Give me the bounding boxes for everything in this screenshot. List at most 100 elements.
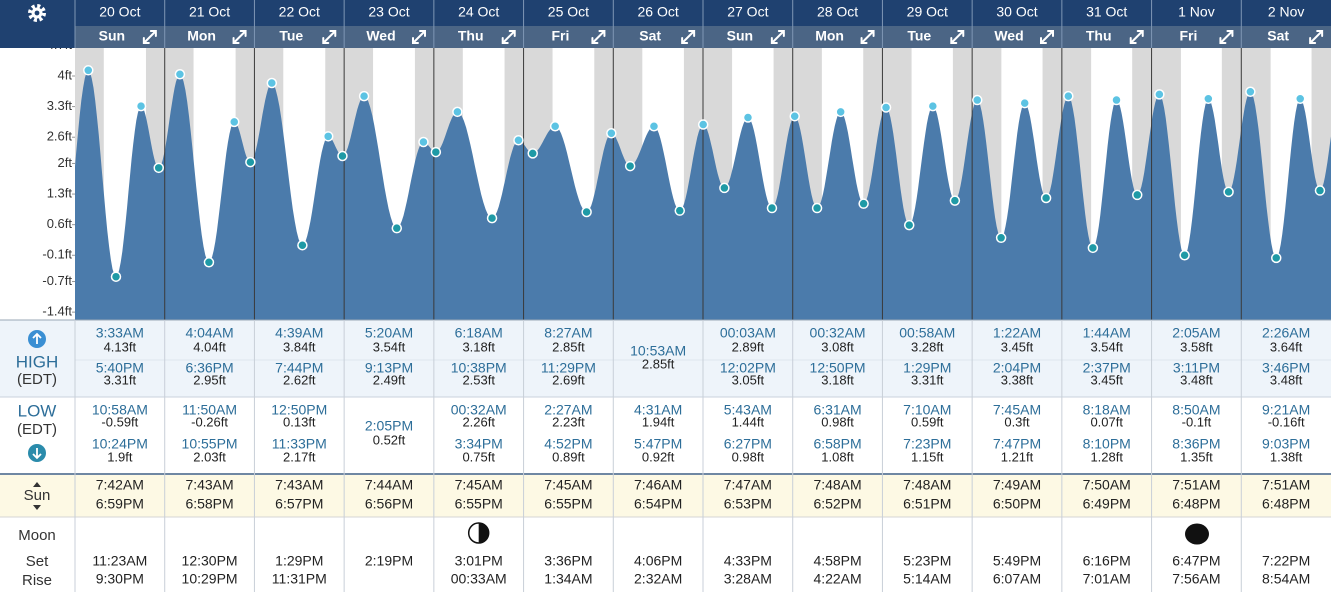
- low-time: 8:10PM: [1083, 436, 1131, 452]
- low-time: 10:58AM: [92, 402, 148, 418]
- low-time: 7:10AM: [903, 402, 951, 418]
- low-tide-dot: [1179, 250, 1190, 261]
- expand-button[interactable]: [1129, 30, 1144, 44]
- high-tide-dot: [1111, 94, 1122, 106]
- sunrise: 7:45AM: [544, 477, 592, 493]
- sunset: 6:54PM: [634, 496, 682, 512]
- high-height: 3.54ft: [373, 339, 406, 354]
- low-time: 7:47PM: [993, 436, 1041, 452]
- weekday-label: Sat: [1267, 28, 1289, 44]
- expand-button[interactable]: [1219, 30, 1234, 44]
- sun-label: Sun: [24, 487, 51, 504]
- expand-button[interactable]: [232, 30, 247, 44]
- low-height: 1.38ft: [1270, 449, 1303, 464]
- moonrise: 9:30PM: [96, 571, 144, 587]
- low-tide-dot: [858, 198, 869, 209]
- y-tick-label: 3.3ft: [47, 98, 73, 113]
- moonset: 2:19PM: [365, 553, 413, 569]
- low-time: 8:18AM: [1083, 402, 1131, 418]
- axis-bg: [0, 48, 75, 320]
- sunset: 6:53PM: [724, 496, 772, 512]
- high-height: 2.85ft: [552, 339, 585, 354]
- high-height: 3.58ft: [1180, 339, 1213, 354]
- low-height: 1.15ft: [911, 449, 944, 464]
- low-time: 00:32AM: [451, 402, 507, 418]
- expand-button[interactable]: [322, 30, 337, 44]
- high-height: 2.49ft: [373, 372, 406, 387]
- low-height: 2.03ft: [193, 449, 226, 464]
- high-time: 4:39AM: [275, 325, 323, 341]
- high-height: 3.05ft: [732, 372, 765, 387]
- high-time: 6:18AM: [455, 325, 503, 341]
- low-tide-dot: [1040, 192, 1052, 204]
- sunset: 6:58PM: [185, 496, 233, 512]
- expand-button[interactable]: [591, 30, 606, 44]
- high-tide-dot: [880, 102, 892, 113]
- high-tide-dot: [972, 94, 983, 106]
- high-tz: (EDT): [17, 371, 57, 388]
- sunrise: 7:51AM: [1172, 477, 1220, 493]
- high-time: 3:11PM: [1173, 360, 1220, 376]
- expand-button[interactable]: [501, 30, 516, 44]
- expand-button[interactable]: [1040, 30, 1054, 44]
- low-tide-dot: [1314, 185, 1326, 196]
- moonrise: 1:34AM: [544, 571, 592, 587]
- low-time: 5:47PM: [634, 436, 682, 452]
- low-tide-dot: [486, 212, 498, 224]
- date-label: 22 Oct: [279, 4, 320, 20]
- high-height: 2.53ft: [462, 372, 495, 387]
- high-height: 2.95ft: [193, 372, 226, 387]
- high-time: 1:22AM: [993, 325, 1041, 341]
- low-time: 6:58PM: [813, 436, 861, 452]
- sunrise: 7:49AM: [993, 477, 1041, 493]
- moonrise-label: Rise: [22, 572, 52, 589]
- expand-button[interactable]: [950, 30, 965, 44]
- expand-button[interactable]: [412, 30, 426, 44]
- y-tick-label: 1.3ft: [47, 185, 73, 200]
- high-row-bg: [0, 320, 1331, 397]
- high-time: 3:46PM: [1262, 360, 1310, 376]
- low-height: 1.21ft: [1001, 449, 1034, 464]
- sunset: 6:51PM: [903, 496, 951, 512]
- high-tide-dot: [513, 135, 524, 146]
- moonrise: 8:54AM: [1262, 571, 1310, 587]
- low-time: 10:24PM: [92, 436, 148, 452]
- y-tick-label: -1.4ft: [42, 304, 72, 319]
- expand-button[interactable]: [142, 30, 157, 44]
- sunrise: 7:48AM: [903, 477, 951, 493]
- low-icon-arrow: [32, 448, 42, 460]
- high-time: 12:02PM: [720, 360, 776, 376]
- high-height: 3.31ft: [104, 372, 137, 387]
- high-time: 00:58AM: [899, 325, 955, 341]
- date-label: 25 Oct: [548, 4, 589, 20]
- low-height: 2.26ft: [462, 414, 495, 429]
- date-label: 27 Oct: [727, 4, 768, 20]
- expand-button[interactable]: [681, 30, 696, 44]
- low-tide-dot: [1270, 252, 1282, 264]
- gear-teeth: [28, 4, 46, 22]
- expand-button[interactable]: [860, 30, 875, 44]
- sunset: 6:48PM: [1262, 496, 1310, 512]
- y-tick-label: 2ft: [58, 155, 73, 170]
- high-label: HIGH: [16, 352, 59, 371]
- weekday-label: Thu: [1086, 28, 1112, 44]
- expand-button[interactable]: [770, 30, 785, 44]
- expand-button[interactable]: [1309, 30, 1324, 44]
- weekday-label: Tue: [907, 28, 931, 44]
- date-label: 31 Oct: [1086, 4, 1127, 20]
- y-tick-label: 0.6ft: [47, 216, 73, 231]
- low-time: 10:55PM: [182, 436, 238, 452]
- high-time: 5:40PM: [96, 360, 144, 376]
- sunrise: 7:43AM: [275, 477, 323, 493]
- low-tide-dot: [245, 156, 256, 168]
- moonset: 6:47PM: [1172, 553, 1220, 569]
- high-time: 1:29PM: [903, 360, 951, 376]
- tide-chart: 4.7ft4ft3.3ft2.6ft2ft1.3ft0.6ft-0.1ft-0.…: [0, 37, 1331, 320]
- high-height: 4.04ft: [193, 339, 226, 354]
- high-height: 3.54ft: [1090, 339, 1123, 354]
- moonset: 7:22PM: [1262, 553, 1310, 569]
- date-label: 30 Oct: [996, 4, 1037, 20]
- low-tide-dot: [624, 160, 636, 172]
- settings-button[interactable]: [28, 4, 46, 22]
